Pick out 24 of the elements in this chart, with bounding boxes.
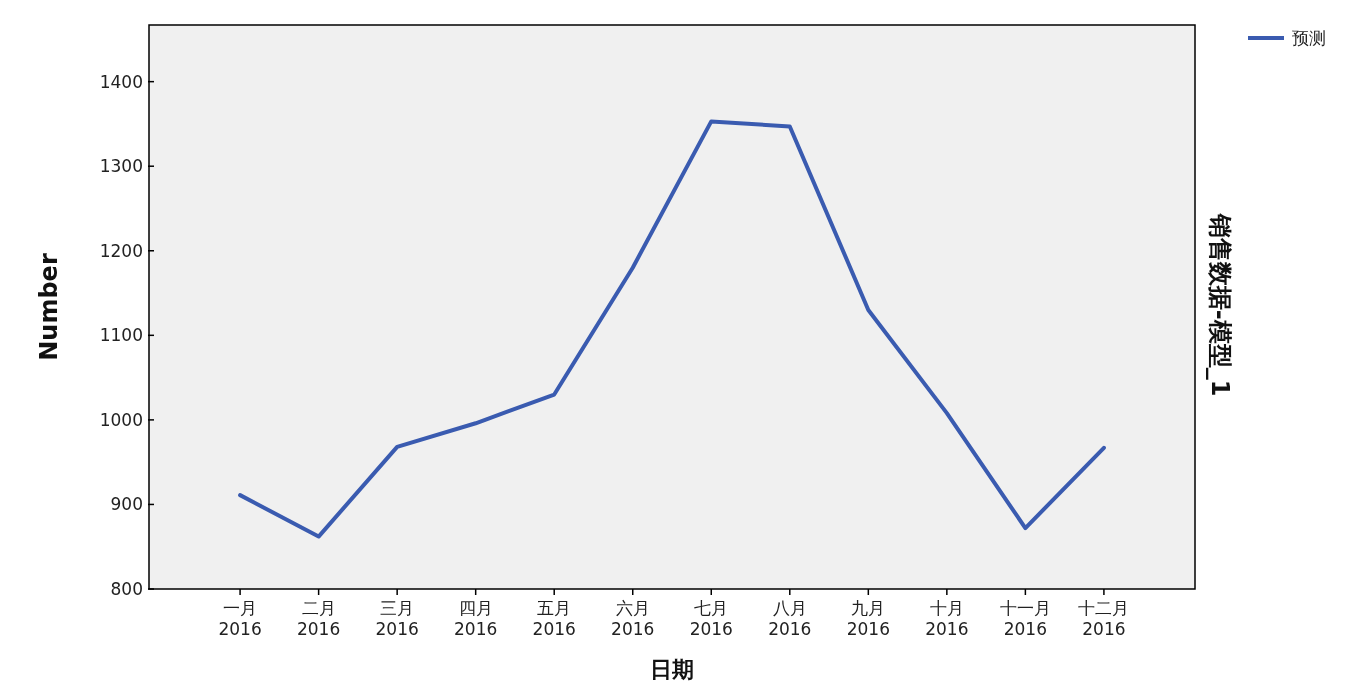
y-tick-label: 800 xyxy=(110,579,143,599)
y2-axis-title: 销售数据-模型_1 xyxy=(1206,212,1234,397)
y-axis-title: Number xyxy=(35,253,63,361)
x-tick-label: 三月 2016 xyxy=(375,598,419,639)
x-tick-label: 九月 2016 xyxy=(846,598,890,639)
x-tick-label: 四月 2016 xyxy=(454,598,498,639)
legend-label: 预测 xyxy=(1292,28,1326,48)
x-tick-label: 十一月 2016 xyxy=(999,598,1051,639)
x-tick-label: 五月 2016 xyxy=(532,598,576,639)
y-tick-label: 1000 xyxy=(99,409,143,430)
x-axis-title: 日期 xyxy=(650,657,694,682)
y-tick-label: 1300 xyxy=(99,156,143,177)
x-tick-label: 八月 2016 xyxy=(768,598,812,639)
x-tick-label: 七月 2016 xyxy=(689,598,733,639)
x-tick-label: 十月 2016 xyxy=(925,598,969,639)
y-tick-label: 1400 xyxy=(99,71,143,92)
line-series xyxy=(238,119,1106,539)
y-tick-label: 900 xyxy=(110,494,143,515)
y-tick-label: 1100 xyxy=(99,325,143,346)
x-tick-label: 六月 2016 xyxy=(611,598,655,639)
x-tick-label: 一月 2016 xyxy=(218,598,262,639)
x-tick-label: 十二月 2016 xyxy=(1078,598,1130,639)
x-tick-label: 二月 2016 xyxy=(296,598,341,639)
y-tick-label: 1200 xyxy=(99,240,143,261)
